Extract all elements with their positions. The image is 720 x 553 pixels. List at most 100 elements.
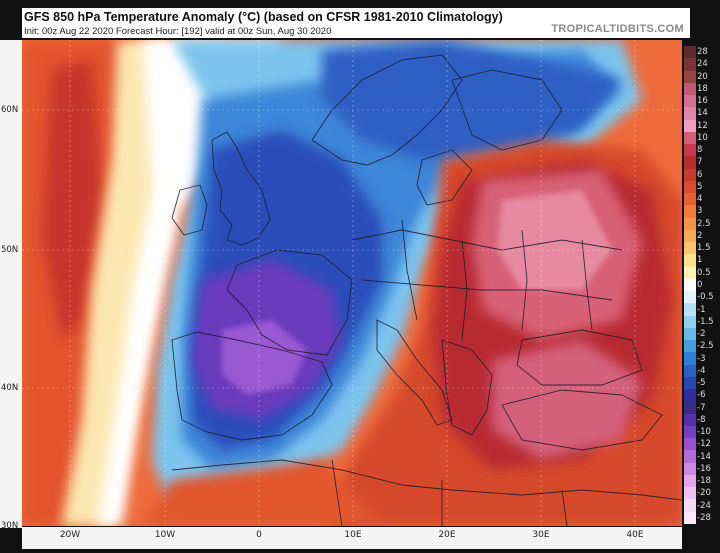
legend-swatch <box>684 291 696 304</box>
legend-label: 0 <box>697 280 703 290</box>
legend-swatch <box>684 242 696 255</box>
legend-label: -2.5 <box>697 341 714 352</box>
legend-label: 1 <box>697 255 703 266</box>
anomaly-map <box>22 40 682 526</box>
legend-label: -7 <box>697 402 706 413</box>
legend-swatch <box>684 413 696 427</box>
legend-label: 14 <box>697 108 708 119</box>
legend-swatch <box>684 46 696 59</box>
lat-label: 50N <box>1 245 19 255</box>
legend-label: -1.5 <box>697 316 714 327</box>
baltic-outline <box>416 149 473 206</box>
legend-label: -6 <box>697 390 706 401</box>
legend-swatch <box>684 499 696 513</box>
iberia-outline <box>171 331 333 441</box>
legend-swatch <box>684 254 696 268</box>
legend-swatch <box>684 376 696 390</box>
legend-label: -24 <box>697 500 711 511</box>
border-line <box>401 219 418 321</box>
legend-label: 12 <box>697 120 708 131</box>
latitude-axis: 60N 50N 40N 30N <box>0 40 22 531</box>
cold-anomaly-violet-spot <box>222 320 307 395</box>
legend-label: -20 <box>697 488 711 499</box>
legend-label: -10 <box>697 427 711 438</box>
legend-label: 18 <box>697 83 708 94</box>
graticule <box>22 40 682 526</box>
legend-label: 2.5 <box>697 218 711 229</box>
legend-swatch <box>684 389 696 402</box>
legend-label: -18 <box>697 476 711 487</box>
legend-swatch <box>684 315 696 329</box>
legend-label: -5 <box>697 378 706 389</box>
legend-label: 24 <box>697 59 708 70</box>
lon-label: 40E <box>626 530 644 540</box>
coastlines <box>171 54 682 526</box>
border-line <box>521 229 528 331</box>
legend-swatch <box>684 511 696 525</box>
map-header: GFS 850 hPa Temperature Anomaly (°C) (ba… <box>22 8 690 38</box>
legend-label: 2 <box>697 230 703 241</box>
legend-swatch <box>684 401 696 415</box>
legend-label: -4 <box>697 365 706 376</box>
lon-label: 10W <box>154 530 176 540</box>
border-line <box>361 279 613 301</box>
legend-label: 7 <box>697 157 703 168</box>
france-outline <box>226 249 353 356</box>
legend-swatch <box>684 58 696 71</box>
scandinavia-outline <box>311 54 463 166</box>
legend-swatch <box>684 487 696 500</box>
brand-watermark: TROPICALTIDBITS.COM <box>551 23 684 35</box>
legend-label: -14 <box>697 451 711 462</box>
lat-label: 40N <box>1 383 19 393</box>
legend-swatch <box>684 156 696 170</box>
legend-swatch <box>684 95 696 108</box>
legend-label: -8 <box>697 414 706 425</box>
legend-label: -0.5 <box>697 292 714 303</box>
legend-swatch <box>684 438 696 451</box>
legend-label: 1.5 <box>697 243 711 254</box>
lon-label: 10E <box>344 530 362 540</box>
finland-outline <box>451 69 563 151</box>
legend-label: 10 <box>697 132 708 143</box>
lon-label: 30E <box>532 530 550 540</box>
lat-label: 30N <box>1 521 19 531</box>
map-subtitle: Init: 00z Aug 22 2020 Forecast Hour: [19… <box>24 26 332 37</box>
lon-label: 20E <box>438 530 456 540</box>
legend-swatch <box>684 425 696 439</box>
italy-outline <box>376 319 453 426</box>
legend-label: -16 <box>697 463 711 474</box>
legend-label: 4 <box>697 194 703 205</box>
legend-label: 20 <box>697 71 708 82</box>
legend-swatch <box>684 266 696 280</box>
legend-label: 8 <box>697 145 703 156</box>
legend-swatch <box>684 352 696 366</box>
map-title: GFS 850 hPa Temperature Anomaly (°C) (ba… <box>24 10 503 24</box>
north-africa-warm-anomaly <box>142 460 382 526</box>
border-line <box>561 489 568 526</box>
legend-swatch <box>684 303 696 317</box>
legend-label: 5 <box>697 181 703 192</box>
legend-label: 3 <box>697 206 703 217</box>
color-legend: 28 24 20 18 16 14 12 10 8 7 6 5 4 3 2.5 2 1.5 1 0.5 0 -0.5 -1… <box>684 46 714 525</box>
legend-swatch <box>684 462 696 476</box>
legend-label: 6 <box>697 169 703 180</box>
border-line <box>351 229 623 251</box>
legend-swatch <box>684 364 696 378</box>
legend-swatch <box>684 144 696 157</box>
legend-swatch <box>684 340 696 353</box>
black-sea-outline <box>516 329 643 386</box>
legend-swatch <box>684 327 696 341</box>
scandinavia-cold-anomaly <box>322 40 622 160</box>
great-britain-outline <box>211 131 271 246</box>
legend-swatch <box>684 180 696 194</box>
legend-swatch <box>684 131 696 145</box>
legend-label: -2 <box>697 329 706 340</box>
atlantic-strong-warm-anomaly <box>42 60 102 340</box>
legend-label: -12 <box>697 439 711 450</box>
legend-label: 16 <box>697 96 708 107</box>
ireland-outline <box>171 184 208 236</box>
border-line <box>581 239 593 331</box>
legend-label: -28 <box>697 512 711 523</box>
legend-swatch <box>684 205 696 219</box>
legend-label: -1 <box>697 304 706 315</box>
